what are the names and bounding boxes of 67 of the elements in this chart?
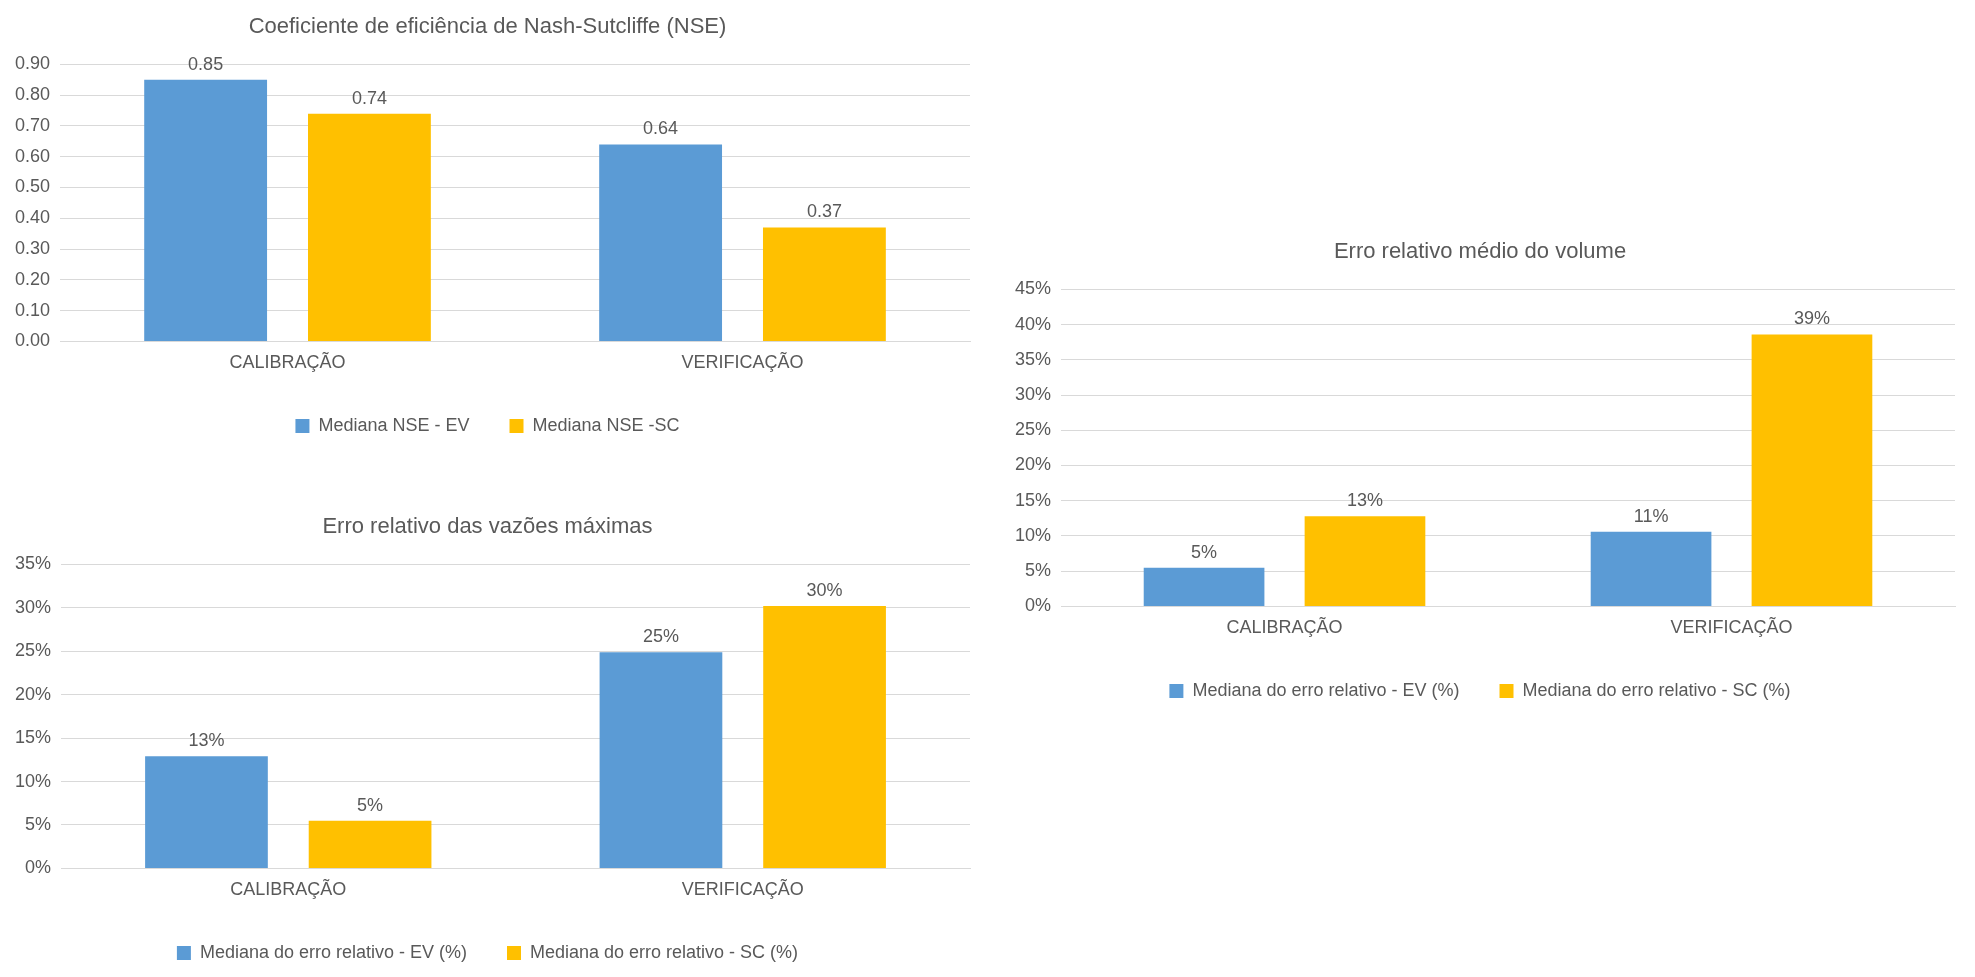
bar: [1304, 516, 1426, 606]
y-tick-label: 0.50: [14, 176, 51, 197]
y-tick-label: 25%: [1015, 419, 1052, 440]
bar: [762, 227, 886, 341]
data-label: 0.37: [806, 201, 842, 222]
x-tick-label: CALIBRAÇÃO: [229, 351, 346, 373]
y-tick-label: 20%: [1015, 454, 1052, 475]
bar: [145, 756, 268, 868]
y-tick-label: 10%: [15, 770, 52, 791]
y-tick-label: 0.90: [14, 53, 51, 74]
y-tick-label: 0.80: [14, 84, 51, 105]
y-tick-label: 0.40: [14, 207, 51, 228]
y-tick-label: 35%: [15, 553, 52, 574]
legend-label: Mediana NSE - EV: [318, 414, 470, 435]
chart-title: Erro relativo médio do volume: [1333, 238, 1627, 264]
data-label: 5%: [1191, 541, 1218, 562]
data-label: 11%: [1633, 505, 1669, 526]
bar: [308, 820, 432, 868]
y-tick-label: 20%: [15, 683, 52, 704]
y-tick-label: 0.70: [14, 114, 51, 135]
y-tick-label: 30%: [1015, 384, 1052, 405]
y-tick-label: 0%: [25, 857, 52, 878]
y-tick-label: 25%: [15, 640, 52, 661]
y-tick-label: 35%: [1015, 348, 1052, 369]
data-label: 0.85: [188, 53, 224, 74]
data-label: 13%: [1346, 490, 1383, 511]
data-label: 13%: [188, 730, 225, 751]
bar: [1590, 531, 1712, 606]
legend-label: Mediana do erro relativo - SC (%): [530, 941, 799, 962]
bar: [1143, 567, 1265, 606]
y-tick-label: 0.10: [14, 299, 51, 320]
y-tick-label: 40%: [1015, 313, 1052, 334]
data-label: 39%: [1793, 308, 1830, 329]
bar: [599, 144, 723, 341]
legend-label: Mediana do erro relativo - EV (%): [1192, 679, 1460, 700]
x-tick-label: CALIBRAÇÃO: [1226, 616, 1343, 638]
bar: [599, 652, 723, 868]
y-tick-label: 0.30: [14, 238, 51, 259]
legend-label: Mediana NSE -SC: [532, 414, 680, 435]
x-tick-label: VERIFICAÇÃO: [1670, 616, 1793, 638]
x-tick-label: CALIBRAÇÃO: [230, 878, 347, 900]
bar: [763, 606, 886, 868]
data-label: 0.74: [351, 87, 387, 108]
bar: [144, 79, 268, 341]
y-tick-label: 5%: [1025, 560, 1052, 581]
x-tick-label: VERIFICAÇÃO: [681, 351, 804, 373]
legend-label: Mediana do erro relativo - EV (%): [199, 941, 467, 962]
bar: [1751, 334, 1873, 606]
y-tick-label: 10%: [1015, 524, 1052, 545]
y-tick-label: 0%: [1025, 595, 1052, 616]
y-tick-label: 15%: [1015, 489, 1052, 510]
data-label: 25%: [642, 626, 679, 647]
chart-title: Erro relativo das vazões máximas: [322, 513, 653, 539]
y-tick-label: 0.60: [14, 145, 51, 166]
y-tick-label: 30%: [15, 596, 52, 617]
y-tick-label: 0.00: [14, 330, 51, 351]
chart-title: Coeficiente de eficiência de Nash-Sutcliffe (NSE): [248, 13, 727, 39]
y-tick-label: 15%: [15, 727, 52, 748]
y-tick-label: 5%: [25, 813, 52, 834]
bar: [308, 113, 431, 341]
y-tick-label: 45%: [1015, 278, 1052, 299]
x-tick-label: VERIFICAÇÃO: [681, 878, 804, 900]
legend-label: Mediana do erro relativo - SC (%): [1522, 679, 1791, 700]
data-label: 5%: [357, 794, 384, 815]
data-label: 0.64: [643, 118, 679, 139]
y-tick-label: 0.20: [14, 268, 51, 289]
data-label: 30%: [806, 580, 843, 601]
